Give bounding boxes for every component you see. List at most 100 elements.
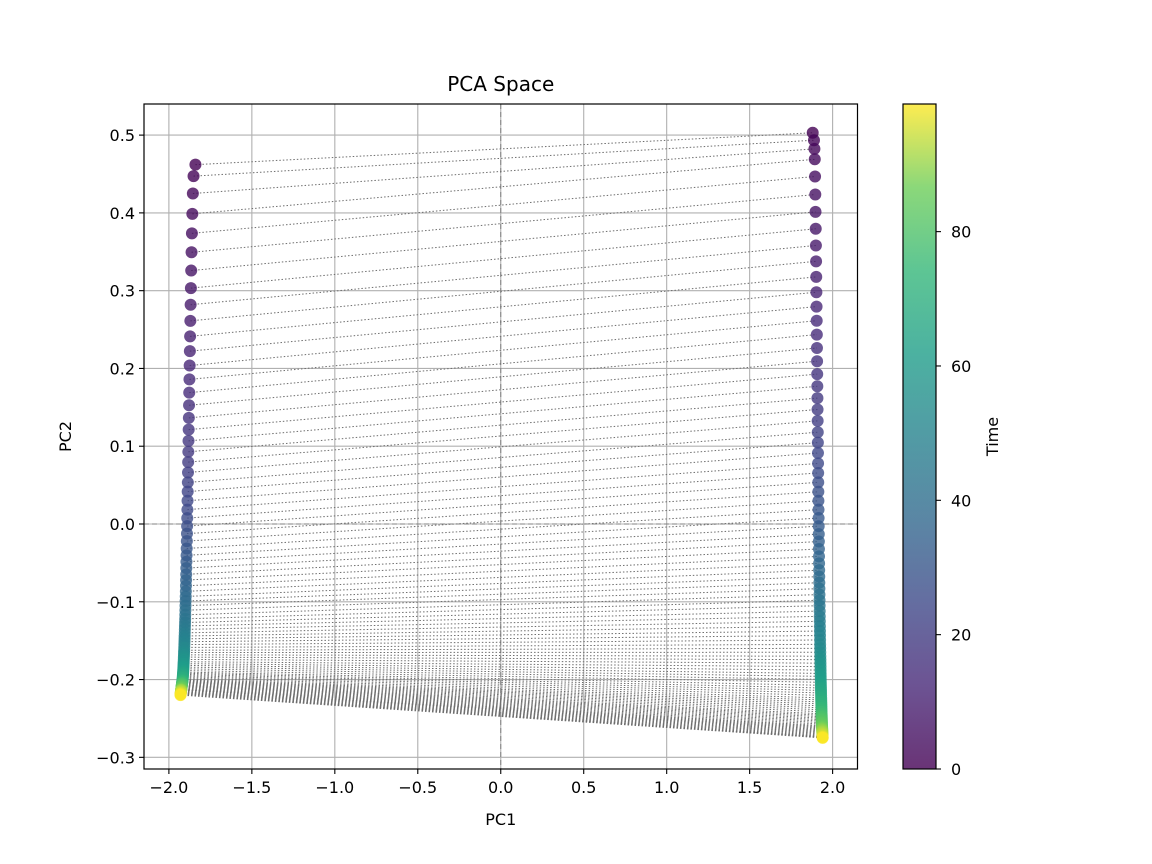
connector-line xyxy=(180,693,823,738)
connector-line xyxy=(183,654,821,657)
scatter-point-right xyxy=(811,392,824,405)
colorbar-tick-label: 0 xyxy=(951,760,961,779)
connector-line xyxy=(187,431,818,483)
scatter-point-left xyxy=(186,187,199,200)
scatter-point-right xyxy=(811,368,824,381)
x-tick-label: −1.0 xyxy=(315,778,354,797)
scatter-point-right xyxy=(810,270,823,283)
connector-line xyxy=(185,555,820,587)
connector-line xyxy=(180,692,823,736)
connector-line xyxy=(182,679,822,705)
scatter-point-right xyxy=(808,153,821,166)
scatter-point-left xyxy=(184,282,197,295)
scatter-point-right xyxy=(809,205,822,218)
colorbar-label: Time xyxy=(983,417,1002,457)
connector-line xyxy=(186,533,819,569)
scatter-point-left xyxy=(186,207,199,220)
connector-line xyxy=(182,675,822,694)
scatter-point-right xyxy=(811,414,824,427)
y-tick-label: 0.2 xyxy=(110,359,135,378)
connector-line xyxy=(187,442,818,493)
scatter-point-right xyxy=(812,503,825,516)
connector-line xyxy=(183,668,821,680)
scatter-point-left xyxy=(182,466,195,479)
scatter-point-left xyxy=(182,423,195,436)
scatter-point-left xyxy=(181,503,194,516)
y-tick-label: 0.1 xyxy=(110,437,135,456)
connector-line xyxy=(185,605,820,624)
connector-lines xyxy=(180,132,823,739)
scatter-point-left xyxy=(184,330,197,343)
y-tick-label: 0.3 xyxy=(110,282,135,301)
connector-line xyxy=(182,676,822,696)
connector-line xyxy=(180,692,823,737)
colorbar-tick-label: 60 xyxy=(951,357,971,376)
connector-line xyxy=(180,690,823,734)
connector-line xyxy=(183,658,821,664)
scatter-point-left xyxy=(174,689,187,702)
connector-line xyxy=(191,175,816,234)
y-tick-label: 0.4 xyxy=(110,204,135,223)
connector-line xyxy=(192,158,815,215)
scatter-point-left xyxy=(183,345,196,358)
scatter-point-left xyxy=(182,411,195,424)
scatter-point-right xyxy=(812,485,825,498)
connector-line xyxy=(184,635,821,643)
connector-line xyxy=(192,148,815,195)
connector-line xyxy=(182,673,822,691)
connector-line xyxy=(189,334,817,394)
scatter-point-right xyxy=(810,328,823,341)
connector-line xyxy=(182,677,822,699)
scatter-point-left xyxy=(181,485,194,498)
connector-line xyxy=(187,472,819,519)
connector-line xyxy=(182,680,822,707)
connector-line xyxy=(183,672,821,689)
scatter-point-right xyxy=(810,342,823,355)
colorbar xyxy=(902,103,937,770)
scatter-point-left xyxy=(183,386,196,399)
scatter-point-right xyxy=(811,403,824,416)
scatter-point-right xyxy=(809,170,822,183)
scatter-point-left xyxy=(187,170,200,183)
y-tick-label: −0.3 xyxy=(96,748,135,767)
connector-line xyxy=(180,691,823,735)
connector-line xyxy=(185,599,820,620)
connector-line xyxy=(191,211,816,272)
connector-line xyxy=(187,452,818,502)
connector-line xyxy=(183,661,821,668)
connector-line xyxy=(184,610,820,627)
zero-reference-lines xyxy=(144,104,858,769)
connector-line xyxy=(188,397,818,453)
connector-line xyxy=(185,594,820,616)
y-tick-label: 0.5 xyxy=(110,126,135,145)
scatter-point-right xyxy=(810,255,823,268)
connector-line xyxy=(186,509,819,549)
scatter-point-left xyxy=(185,246,198,259)
connector-line xyxy=(184,625,820,637)
x-tick-label: 0.0 xyxy=(488,778,513,797)
x-tick-label: 2.0 xyxy=(820,778,845,797)
x-tick-label: 1.5 xyxy=(737,778,762,797)
colorbar-tick-label: 20 xyxy=(951,626,971,645)
scatter-point-right xyxy=(809,188,822,201)
scatter-point-left xyxy=(181,476,194,489)
scatter-point-right xyxy=(808,142,821,155)
connector-line xyxy=(184,647,821,651)
connector-line xyxy=(183,670,821,683)
connector-line xyxy=(182,681,822,709)
scatter-point-right xyxy=(810,314,823,327)
scatter-point-right xyxy=(812,494,825,507)
connector-line xyxy=(184,643,821,648)
connector-line xyxy=(182,681,822,711)
connector-line xyxy=(182,679,822,703)
x-tick-label: −1.5 xyxy=(232,778,271,797)
connector-line xyxy=(188,360,818,419)
connector-line xyxy=(183,664,821,674)
scatter-point-right xyxy=(811,380,824,393)
connector-line xyxy=(184,620,820,634)
scatter-point-left xyxy=(182,445,195,458)
y-tick-label: 0.0 xyxy=(110,515,135,534)
connector-line xyxy=(183,656,821,661)
scatter-point-right xyxy=(811,355,824,368)
